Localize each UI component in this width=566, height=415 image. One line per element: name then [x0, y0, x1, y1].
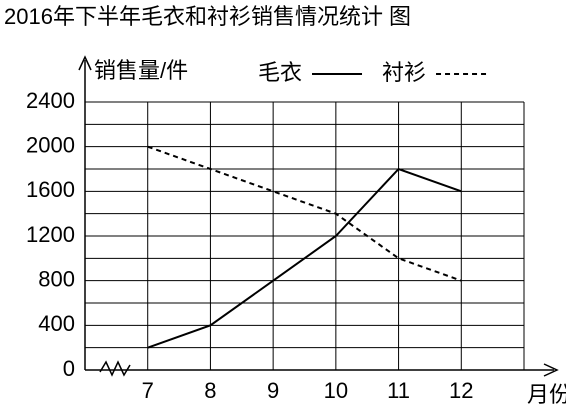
legend-label: 毛衣: [258, 60, 302, 85]
y-tick-label: 1600: [26, 177, 75, 202]
x-tick-label: 11: [387, 378, 410, 403]
x-axis-arrow: [543, 363, 559, 377]
x-tick-label: 12: [449, 378, 473, 403]
chart-title: 2016年下半年毛衣和衬衫销售情况统计 图: [4, 4, 411, 29]
series-line: [147, 167, 462, 349]
y-axis-arrow: [78, 55, 92, 71]
x-tick-label: 10: [324, 378, 348, 403]
x-axis-label: 月份: [527, 382, 566, 407]
y-tick-label: 400: [38, 311, 75, 336]
y-tick-label: 800: [38, 266, 75, 291]
x-tick-label: 7: [142, 378, 154, 403]
x-tick-label: 9: [267, 378, 279, 403]
y-tick-label: 1200: [26, 222, 75, 247]
axis-break: [99, 360, 131, 377]
y-axis-label: 销售量/件: [94, 58, 188, 83]
x-tick-label: 8: [204, 378, 216, 403]
legend-label: 衬衫: [382, 60, 426, 85]
y-tick-label: 2400: [26, 88, 75, 113]
y-tick-label: 2000: [26, 132, 75, 157]
series-line: [147, 145, 462, 282]
y-tick-label: 0: [63, 356, 75, 381]
